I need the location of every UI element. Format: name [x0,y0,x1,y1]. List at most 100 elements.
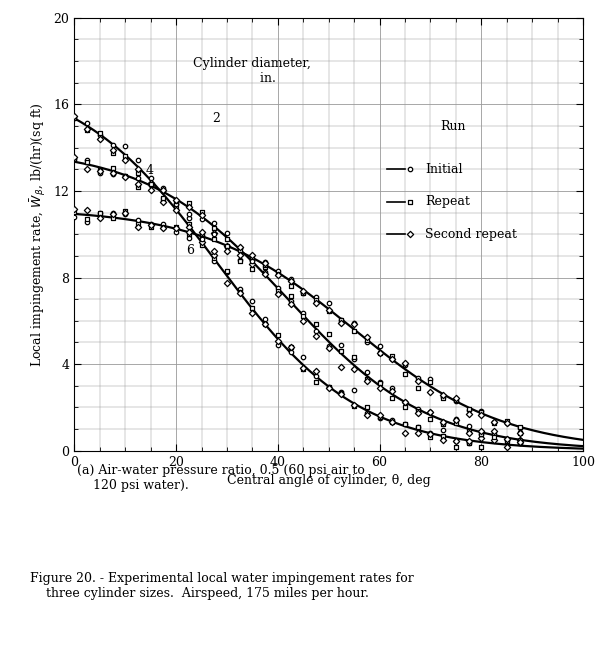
Point [337,315,346,325]
Point [426,413,436,424]
Point [337,345,346,356]
Point [120,155,130,165]
Point [70,152,79,163]
Point [515,434,524,445]
Point [299,288,308,299]
Point [324,305,334,315]
Point [223,267,232,278]
Point [273,330,283,340]
Point [426,374,436,385]
Point [120,172,130,183]
Point [171,204,181,215]
Point [171,223,181,234]
Point [502,415,512,426]
Point [299,363,308,373]
Point [248,264,257,274]
Y-axis label: Local impingement rate, $\bar{W}_{\beta}$, lb/(hr)(sq ft): Local impingement rate, $\bar{W}_{\beta}… [29,102,48,367]
Point [82,155,92,165]
Text: Repeat: Repeat [425,195,470,209]
Point [387,392,397,403]
Point [405,229,415,240]
Point [413,405,422,416]
Point [477,429,486,440]
Point [82,164,92,174]
Point [337,315,346,325]
Point [489,417,499,427]
Point [375,383,384,393]
Point [439,435,448,445]
Point [413,407,422,418]
Point [311,295,321,305]
Point [70,212,79,222]
Point [337,389,346,399]
Point [375,410,384,420]
Point [362,409,372,420]
Point [324,298,334,309]
Point [273,288,283,299]
Point [464,438,474,448]
Point [489,418,499,428]
Point [261,261,270,272]
Point [299,307,308,318]
Point [362,367,372,378]
Point [248,303,257,313]
Point [477,426,486,436]
Point [223,278,232,288]
Point [82,216,92,227]
Point [311,318,321,329]
Point [133,222,143,232]
Point [159,186,168,196]
Point [133,168,143,178]
Point [95,208,105,218]
Point [120,171,130,182]
Point [171,203,181,214]
Point [337,387,346,397]
Point [324,381,334,392]
Point [311,331,321,342]
Point [95,134,105,144]
Point [337,340,346,351]
Point [223,227,232,238]
Point [413,428,422,438]
Point [349,399,359,410]
Point [223,265,232,276]
Point [387,417,397,427]
Point [209,245,219,256]
X-axis label: Central angle of cylinder, θ, deg: Central angle of cylinder, θ, deg [227,474,431,487]
Point [197,214,206,224]
Point [515,423,524,434]
Point [337,318,346,328]
Point [108,208,117,218]
Point [82,214,92,224]
Point [159,222,168,232]
Point [464,438,474,449]
Point [159,197,168,207]
Point [70,113,79,123]
Point [209,234,219,244]
Point [273,266,283,276]
Point [286,276,295,287]
Text: 4: 4 [146,164,154,176]
Point [489,417,499,428]
Point [184,201,193,212]
Point [387,415,397,426]
Point [489,426,499,436]
Point [439,417,448,428]
Point [146,219,155,230]
Point [477,410,486,420]
Point [400,397,410,408]
Point [120,140,130,151]
Point [311,292,321,303]
Point [299,288,308,299]
Point [108,145,117,155]
Point [120,206,130,216]
Point [184,222,193,232]
Point [209,250,219,261]
Point [400,428,410,438]
Point [464,421,474,432]
Point [426,428,436,438]
Point [82,157,92,167]
Point [439,392,448,402]
Point [451,442,461,453]
Point [489,432,499,442]
